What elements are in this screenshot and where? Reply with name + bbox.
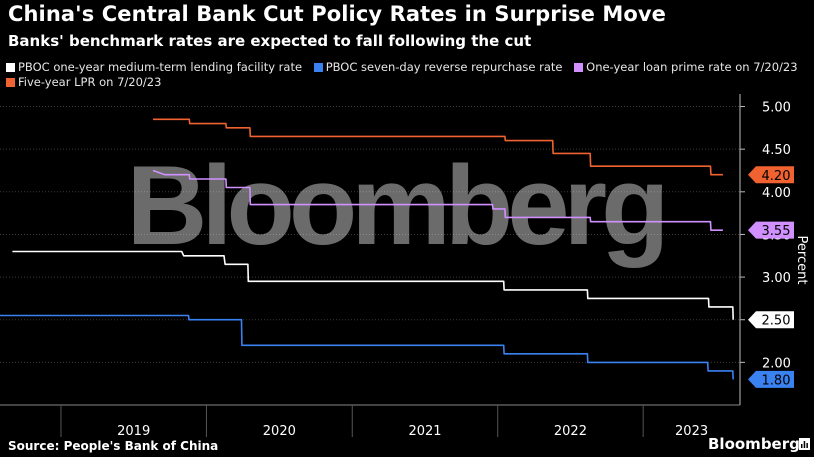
legend-label-repo: PBOC seven-day reverse repurchase rate xyxy=(325,60,563,74)
chart-title: China's Central Bank Cut Policy Rates in… xyxy=(8,2,666,26)
end-label-lpr1: 3.55 xyxy=(748,221,794,239)
y-tick-label: 3.00 xyxy=(762,271,791,286)
end-label-text: 4.20 xyxy=(762,169,791,184)
legend-item-lpr1: One-year loan prime rate on 7/20/23 xyxy=(574,60,798,75)
watermark-text: Bloomberg xyxy=(126,143,663,268)
legend-label-lpr5: Five-year LPR on 7/20/23 xyxy=(18,75,162,89)
end-label-tag xyxy=(748,221,794,239)
end-label-tag xyxy=(748,166,794,184)
y-tick-label: 4.00 xyxy=(762,186,791,201)
bar-chart-icon xyxy=(799,438,810,450)
legend: PBOC one-year medium-term lending facili… xyxy=(6,60,806,90)
y-tick-label: 5.00 xyxy=(762,101,791,116)
lpr1-line xyxy=(152,169,723,231)
lpr5-line xyxy=(153,118,723,176)
x-tick-label: 2019 xyxy=(117,424,150,439)
x-tick-label: 2021 xyxy=(408,424,441,439)
x-tick-label: 2020 xyxy=(263,424,296,439)
end-label-lpr5: 4.20 xyxy=(748,166,794,184)
end-label-text: 2.50 xyxy=(762,314,791,329)
chart-series xyxy=(0,118,734,380)
legend-item-lpr5: Five-year LPR on 7/20/23 xyxy=(6,75,161,90)
end-label-tag xyxy=(748,311,794,329)
end-label-tag xyxy=(748,370,794,388)
end-label-text: 1.80 xyxy=(762,373,791,388)
y-tick-label: 2.00 xyxy=(762,356,791,371)
x-tick-label: 2022 xyxy=(554,424,587,439)
legend-item-mlf: PBOC one-year medium-term lending facili… xyxy=(6,60,302,75)
legend-item-repo: PBOC seven-day reverse repurchase rate xyxy=(313,60,563,75)
bloomberg-logo: Bloomberg xyxy=(708,435,800,453)
end-label-text: 3.55 xyxy=(762,224,791,239)
end-labels: 2.50 1.80 3.55 4.20 xyxy=(748,166,794,388)
y-tick-label: 4.50 xyxy=(762,143,791,158)
legend-label-mlf: PBOC one-year medium-term lending facili… xyxy=(18,60,303,74)
legend-swatch-lpr5 xyxy=(6,78,15,87)
legend-label-lpr1: One-year loan prime rate on 7/20/23 xyxy=(586,60,798,74)
legend-swatch-mlf xyxy=(6,63,15,72)
y-axis-label: Percent xyxy=(794,236,809,285)
source-note: Source: People's Bank of China xyxy=(8,439,219,453)
chart-subtitle: Banks' benchmark rates are expected to f… xyxy=(8,32,532,50)
chart-grid xyxy=(0,106,740,363)
legend-swatch-lpr1 xyxy=(574,63,584,72)
x-tick-label: 2023 xyxy=(675,424,708,439)
y-axis: 2.002.503.003.504.004.505.00 xyxy=(739,94,791,405)
mlf-line xyxy=(12,250,734,320)
x-axis: 2019 2020 2021 2022 2023 xyxy=(0,404,740,439)
legend-swatch-repo xyxy=(313,63,323,72)
end-label-repo: 1.80 xyxy=(748,370,794,388)
end-label-mlf: 2.50 xyxy=(748,311,794,329)
repo-line xyxy=(0,314,734,380)
